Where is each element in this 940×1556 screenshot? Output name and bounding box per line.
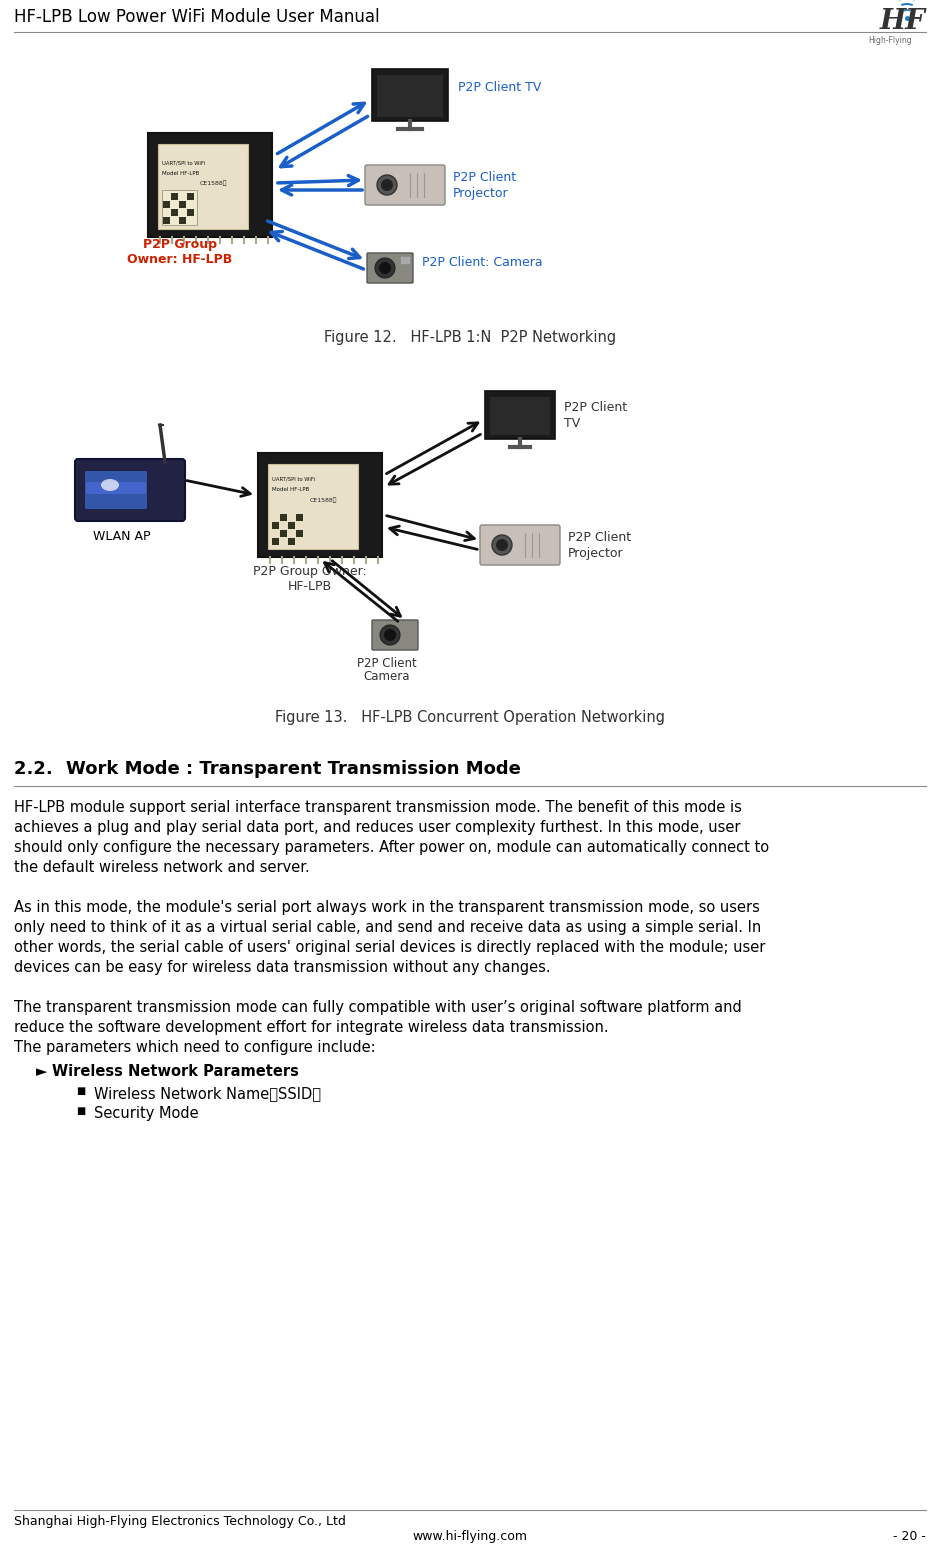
FancyBboxPatch shape bbox=[480, 524, 560, 565]
Circle shape bbox=[496, 538, 508, 551]
Bar bbox=[163, 216, 170, 224]
FancyBboxPatch shape bbox=[85, 471, 147, 509]
Text: Projector: Projector bbox=[453, 187, 509, 199]
Text: should only configure the necessary parameters. After power on, module can autom: should only configure the necessary para… bbox=[14, 840, 769, 854]
Ellipse shape bbox=[101, 479, 119, 492]
Text: WLAN AP: WLAN AP bbox=[93, 531, 150, 543]
Bar bbox=[171, 209, 178, 216]
Text: UART/SPI to WiFi: UART/SPI to WiFi bbox=[162, 160, 205, 165]
Circle shape bbox=[384, 629, 396, 641]
FancyBboxPatch shape bbox=[377, 75, 443, 117]
Text: Figure 12.   HF-LPB 1:N  P2P Networking: Figure 12. HF-LPB 1:N P2P Networking bbox=[324, 330, 616, 345]
FancyBboxPatch shape bbox=[400, 257, 410, 265]
Text: P2P Group Owner:: P2P Group Owner: bbox=[253, 565, 367, 577]
Text: Camera: Camera bbox=[364, 671, 410, 683]
Circle shape bbox=[375, 258, 395, 279]
Text: Wireless Network Name（SSID）: Wireless Network Name（SSID） bbox=[94, 1086, 321, 1102]
Text: P2P Client: P2P Client bbox=[564, 400, 627, 414]
Text: HF-LPB Low Power WiFi Module User Manual: HF-LPB Low Power WiFi Module User Manual bbox=[14, 8, 380, 26]
Bar bbox=[272, 538, 279, 545]
Bar bbox=[288, 538, 295, 545]
Text: ►: ► bbox=[36, 1064, 47, 1078]
Bar bbox=[280, 513, 287, 521]
Bar bbox=[187, 209, 194, 216]
Bar bbox=[296, 513, 303, 521]
Text: the default wireless network and server.: the default wireless network and server. bbox=[14, 860, 310, 874]
Text: High-Flying: High-Flying bbox=[868, 36, 912, 45]
FancyBboxPatch shape bbox=[258, 453, 382, 557]
Text: P2P Client: Camera: P2P Client: Camera bbox=[422, 255, 542, 269]
Bar bbox=[187, 193, 194, 201]
Text: - 20 -: - 20 - bbox=[893, 1530, 926, 1544]
Text: P2P Client: P2P Client bbox=[453, 171, 516, 184]
Text: P2P Client: P2P Client bbox=[357, 657, 416, 671]
Text: www.hi-flying.com: www.hi-flying.com bbox=[413, 1530, 527, 1544]
Bar bbox=[288, 521, 295, 529]
FancyBboxPatch shape bbox=[148, 132, 272, 237]
Text: HF: HF bbox=[880, 8, 926, 34]
Text: Model HF-LPB: Model HF-LPB bbox=[162, 171, 199, 176]
Text: Shanghai High-Flying Electronics Technology Co., Ltd: Shanghai High-Flying Electronics Technol… bbox=[14, 1516, 346, 1528]
Text: reduce the software development effort for integrate wireless data transmission.: reduce the software development effort f… bbox=[14, 1021, 608, 1035]
Text: Owner: HF-LPB: Owner: HF-LPB bbox=[128, 254, 232, 266]
Text: Wireless Network Parameters: Wireless Network Parameters bbox=[52, 1064, 299, 1078]
Circle shape bbox=[377, 174, 397, 194]
Text: Figure 13.   HF-LPB Concurrent Operation Networking: Figure 13. HF-LPB Concurrent Operation N… bbox=[275, 710, 665, 725]
FancyBboxPatch shape bbox=[40, 366, 900, 689]
Text: TV: TV bbox=[564, 417, 580, 429]
Text: CE1588Ⓢ: CE1588Ⓢ bbox=[310, 498, 337, 503]
FancyBboxPatch shape bbox=[75, 459, 185, 521]
Bar bbox=[163, 201, 170, 209]
Circle shape bbox=[492, 535, 512, 555]
FancyBboxPatch shape bbox=[158, 145, 248, 229]
Bar bbox=[296, 531, 303, 537]
Bar bbox=[272, 521, 279, 529]
Bar bbox=[171, 193, 178, 201]
Text: other words, the serial cable of users' original serial devices is directly repl: other words, the serial cable of users' … bbox=[14, 940, 765, 955]
Bar bbox=[280, 531, 287, 537]
Text: devices can be easy for wireless data transmission without any changes.: devices can be easy for wireless data tr… bbox=[14, 960, 551, 976]
FancyBboxPatch shape bbox=[365, 165, 445, 205]
FancyBboxPatch shape bbox=[162, 190, 197, 226]
FancyBboxPatch shape bbox=[40, 50, 900, 310]
Text: only need to think of it as a virtual serial cable, and send and receive data as: only need to think of it as a virtual se… bbox=[14, 920, 761, 935]
Text: 2.2.: 2.2. bbox=[14, 759, 65, 778]
Text: achieves a plug and play serial data port, and reduces user complexity furthest.: achieves a plug and play serial data por… bbox=[14, 820, 741, 836]
Text: ■: ■ bbox=[76, 1086, 86, 1095]
FancyBboxPatch shape bbox=[86, 482, 146, 493]
FancyBboxPatch shape bbox=[367, 254, 413, 283]
Circle shape bbox=[381, 179, 393, 191]
FancyBboxPatch shape bbox=[372, 619, 418, 650]
FancyBboxPatch shape bbox=[485, 391, 555, 439]
Circle shape bbox=[379, 261, 391, 274]
Text: ■: ■ bbox=[76, 1106, 86, 1116]
Bar bbox=[179, 201, 186, 209]
Circle shape bbox=[380, 626, 400, 646]
Text: UART/SPI to WiFi: UART/SPI to WiFi bbox=[272, 476, 315, 481]
Text: CE1588Ⓢ: CE1588Ⓢ bbox=[200, 180, 227, 185]
Text: HF-LPB: HF-LPB bbox=[288, 580, 332, 593]
Text: Security Mode: Security Mode bbox=[94, 1106, 198, 1120]
Text: The transparent transmission mode can fully compatible with user’s original soft: The transparent transmission mode can fu… bbox=[14, 1001, 742, 1015]
Text: Work Mode : Transparent Transmission Mode: Work Mode : Transparent Transmission Mod… bbox=[66, 759, 521, 778]
FancyBboxPatch shape bbox=[490, 397, 550, 436]
Text: Projector: Projector bbox=[568, 546, 623, 560]
Bar bbox=[179, 216, 186, 224]
Text: P2P Group: P2P Group bbox=[143, 238, 217, 251]
Text: As in this mode, the module's serial port always work in the transparent transmi: As in this mode, the module's serial por… bbox=[14, 899, 760, 915]
FancyBboxPatch shape bbox=[372, 68, 448, 121]
FancyBboxPatch shape bbox=[268, 464, 358, 549]
Text: P2P Client: P2P Client bbox=[568, 531, 631, 543]
Text: P2P Client TV: P2P Client TV bbox=[458, 81, 541, 93]
Text: HF-LPB module support serial interface transparent transmission mode. The benefi: HF-LPB module support serial interface t… bbox=[14, 800, 742, 815]
Text: Model HF-LPB: Model HF-LPB bbox=[272, 487, 309, 492]
Text: The parameters which need to configure include:: The parameters which need to configure i… bbox=[14, 1039, 376, 1055]
